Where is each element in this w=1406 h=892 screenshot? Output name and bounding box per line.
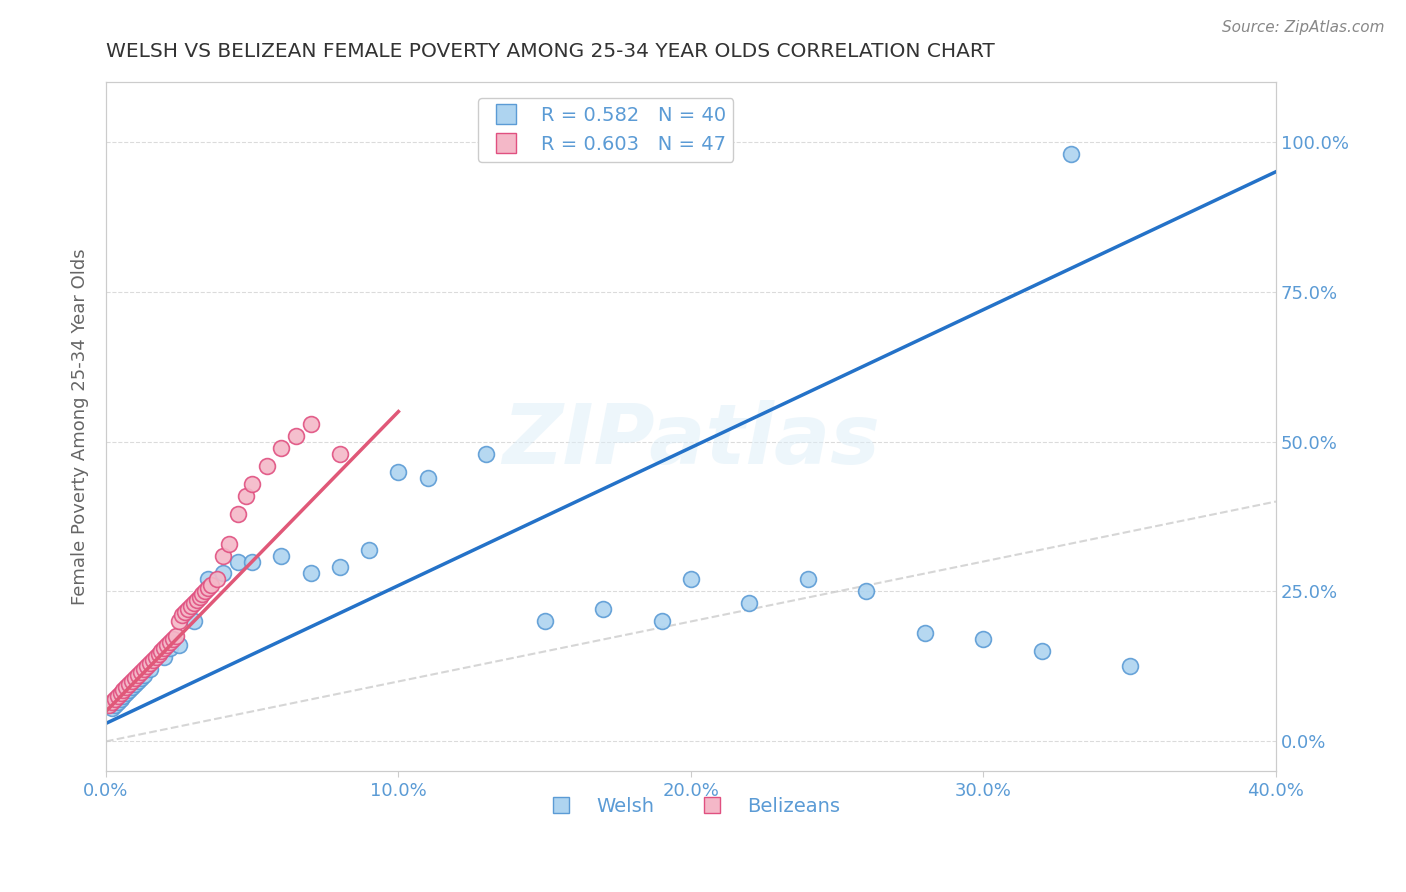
Point [139, 662, 162, 676]
Point [107, 690, 129, 704]
Point [651, 615, 673, 629]
Point [135, 659, 157, 673]
Point [592, 602, 614, 616]
Point [104, 692, 127, 706]
Point [173, 606, 195, 620]
Point [177, 602, 200, 616]
Point [97, 698, 120, 713]
Legend: Welsh, Belizeans: Welsh, Belizeans [534, 789, 848, 823]
Point [153, 650, 176, 665]
Y-axis label: Female Poverty Among 25-34 Year Olds: Female Poverty Among 25-34 Year Olds [72, 248, 89, 605]
Point [226, 507, 249, 521]
Point [112, 683, 135, 698]
Point [329, 560, 352, 574]
Point [145, 650, 167, 665]
Text: ZIPatlas: ZIPatlas [502, 400, 880, 481]
Point [129, 672, 152, 686]
Point [121, 674, 143, 689]
Point [285, 428, 308, 442]
Point [112, 690, 135, 704]
Point [132, 662, 155, 676]
Point [416, 470, 439, 484]
Point [240, 554, 263, 568]
Point [914, 626, 936, 640]
Point [167, 639, 190, 653]
Point [299, 417, 322, 431]
Point [191, 587, 214, 601]
Point [186, 593, 208, 607]
Point [240, 476, 263, 491]
Point [197, 573, 219, 587]
Point [205, 573, 228, 587]
Point [270, 549, 292, 563]
Point [100, 701, 122, 715]
Point [110, 692, 132, 706]
Point [159, 635, 181, 649]
Point [972, 632, 994, 647]
Text: Source: ZipAtlas.com: Source: ZipAtlas.com [1222, 20, 1385, 35]
Point [197, 582, 219, 596]
Point [107, 695, 129, 709]
Text: WELSH VS BELIZEAN FEMALE POVERTY AMONG 25-34 YEAR OLDS CORRELATION CHART: WELSH VS BELIZEAN FEMALE POVERTY AMONG 2… [105, 42, 994, 61]
Point [127, 668, 149, 682]
Point [100, 695, 122, 709]
Point [183, 597, 205, 611]
Point [167, 615, 190, 629]
Point [329, 446, 352, 460]
Point [200, 578, 222, 592]
Point [387, 465, 409, 479]
Point [738, 597, 761, 611]
Point [124, 677, 146, 691]
Point [150, 644, 173, 658]
Point [1118, 659, 1140, 673]
Point [115, 681, 138, 695]
Point [118, 683, 141, 698]
Point [121, 681, 143, 695]
Point [180, 599, 202, 614]
Point [212, 549, 235, 563]
Point [212, 566, 235, 581]
Point [183, 615, 205, 629]
Point [156, 639, 179, 653]
Point [188, 591, 211, 605]
Point [110, 686, 132, 700]
Point [124, 672, 146, 686]
Point [104, 698, 127, 713]
Point [218, 536, 240, 550]
Point [475, 446, 498, 460]
Point [159, 641, 181, 656]
Point [118, 677, 141, 691]
Point [855, 584, 877, 599]
Point [533, 615, 555, 629]
Point [1031, 644, 1053, 658]
Point [226, 554, 249, 568]
Point [194, 584, 217, 599]
Point [142, 653, 165, 667]
Point [679, 573, 702, 587]
Point [115, 686, 138, 700]
Point [359, 542, 381, 557]
Point [129, 665, 152, 680]
Point [153, 641, 176, 656]
Point [162, 632, 184, 647]
Point [797, 573, 820, 587]
Point [270, 441, 292, 455]
Point [132, 668, 155, 682]
Point [235, 489, 257, 503]
Point [139, 657, 162, 671]
Point [1060, 146, 1083, 161]
Point [170, 608, 193, 623]
Point [165, 630, 187, 644]
Point [299, 566, 322, 581]
Point [127, 674, 149, 689]
Point [148, 648, 170, 662]
Point [256, 458, 278, 473]
